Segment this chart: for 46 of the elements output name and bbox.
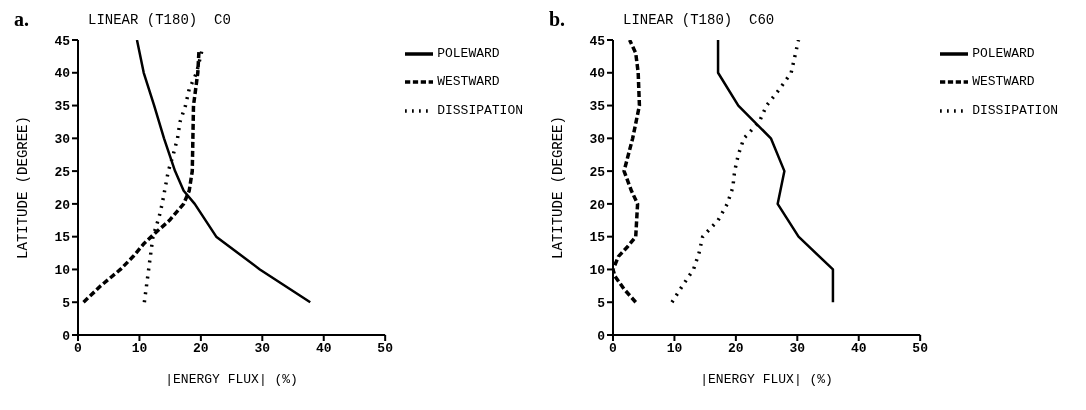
legend-label: WESTWARD	[437, 74, 500, 90]
y-tick-label: 25	[589, 164, 606, 180]
x-tick-label: 30	[789, 341, 806, 357]
y-tick-label: 45	[589, 33, 606, 49]
y-tick-label: 40	[589, 66, 606, 82]
y-axis-title: LATITUDE (DEGREE)	[549, 116, 566, 259]
y-tick-label: 10	[589, 263, 606, 279]
y-tick-label: 20	[54, 197, 71, 213]
y-axis-title: LATITUDE (DEGREE)	[14, 116, 31, 259]
legend-label: POLEWARD	[972, 46, 1035, 62]
text: a.	[14, 8, 29, 30]
x-tick-label: 20	[193, 341, 209, 357]
y-tick-label: 15	[54, 230, 71, 246]
text: b.	[549, 8, 566, 30]
x-tick-label: 10	[131, 341, 148, 357]
y-tick-label: 20	[589, 197, 606, 213]
x-tick-label: 0	[74, 341, 83, 357]
y-tick-label: 35	[589, 99, 606, 115]
y-tick-label: 5	[597, 295, 606, 311]
chart-title: LINEAR (T180) C0	[88, 12, 231, 28]
y-tick-label: 25	[54, 164, 71, 180]
y-tick-label: 30	[54, 131, 71, 147]
x-tick-label: 20	[728, 341, 744, 357]
x-tick-label: 50	[377, 341, 394, 357]
y-tick-label: 45	[54, 33, 71, 49]
y-tick-label: 10	[54, 263, 71, 279]
y-tick-label: 30	[589, 131, 606, 147]
x-tick-label: 0	[609, 341, 618, 357]
x-tick-label: 50	[912, 341, 929, 357]
y-tick-label: 15	[589, 230, 606, 246]
y-tick-label: 40	[54, 66, 71, 82]
chart-title: LINEAR (T180) C60	[623, 12, 775, 28]
x-tick-label: 30	[254, 341, 271, 357]
x-tick-label: 10	[666, 341, 683, 357]
legend-label: WESTWARD	[972, 74, 1035, 90]
y-tick-label: 0	[62, 328, 71, 344]
legend-label: POLEWARD	[437, 46, 500, 62]
x-axis-title: |ENERGY FLUX| (%)	[700, 372, 833, 387]
legend-label: DISSIPATION	[972, 103, 1058, 119]
y-tick-label: 5	[62, 295, 71, 311]
y-tick-label: 35	[54, 99, 71, 115]
legend-label: DISSIPATION	[437, 103, 523, 119]
x-axis-title: |ENERGY FLUX| (%)	[165, 372, 298, 387]
y-tick-label: 0	[597, 328, 606, 344]
x-tick-label: 40	[315, 341, 332, 357]
x-tick-label: 40	[850, 341, 867, 357]
